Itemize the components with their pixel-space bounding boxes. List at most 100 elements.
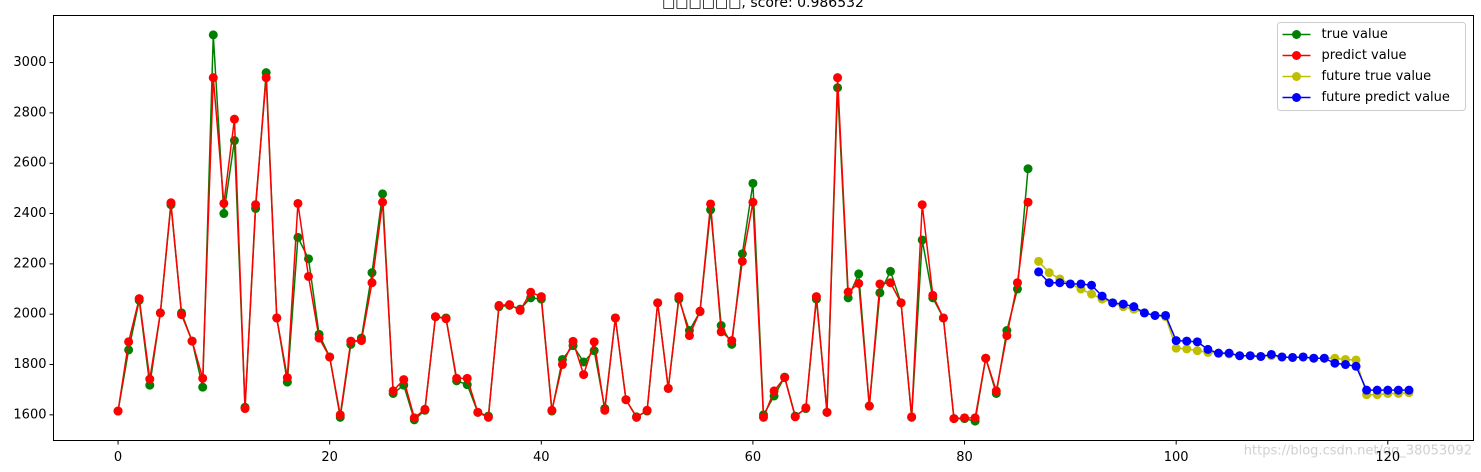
legend-label: predict value xyxy=(1322,48,1407,63)
point xyxy=(1298,352,1308,362)
chart-title: □□□□□□, score: 0.986532 xyxy=(662,0,864,11)
x-tick-label: 40 xyxy=(533,450,550,465)
y-tick-label: 2400 xyxy=(13,206,46,221)
y-tick-label: 2800 xyxy=(13,105,46,120)
y-tick-label: 2000 xyxy=(13,307,46,322)
point xyxy=(462,373,472,383)
point xyxy=(198,373,208,383)
legend-label: future true value xyxy=(1322,69,1432,84)
point xyxy=(1393,385,1403,395)
point xyxy=(600,405,610,415)
point xyxy=(780,373,790,383)
point xyxy=(1076,279,1086,289)
watermark: https://blog.csdn.net/qq_38053092 xyxy=(1244,444,1472,459)
x-tick-label: 120 xyxy=(1375,450,1400,465)
point xyxy=(1118,299,1128,309)
point xyxy=(367,268,377,278)
point xyxy=(1340,360,1350,370)
point xyxy=(833,73,843,83)
point xyxy=(1182,344,1192,354)
point xyxy=(166,198,176,208)
point xyxy=(378,197,388,207)
point xyxy=(1161,310,1171,320)
point xyxy=(801,403,811,413)
point xyxy=(219,198,229,208)
legend-marker xyxy=(1292,51,1301,60)
point xyxy=(1351,355,1361,365)
y-tick-label: 1800 xyxy=(13,357,46,372)
point xyxy=(748,178,758,188)
point xyxy=(716,327,726,337)
point xyxy=(1383,385,1393,395)
point xyxy=(1034,267,1044,277)
point xyxy=(557,360,567,370)
point xyxy=(124,337,134,347)
point xyxy=(706,199,716,209)
point xyxy=(208,73,218,83)
point xyxy=(1171,336,1181,346)
point xyxy=(684,331,694,341)
point xyxy=(1108,298,1118,308)
point xyxy=(759,412,768,422)
point xyxy=(663,383,673,393)
point xyxy=(864,401,874,411)
point xyxy=(304,271,314,281)
point xyxy=(526,287,536,297)
point xyxy=(653,298,663,308)
point xyxy=(748,197,758,207)
point xyxy=(1044,278,1054,288)
legend-label: future predict value xyxy=(1322,90,1450,105)
point xyxy=(1171,343,1181,353)
legend-marker xyxy=(1292,72,1301,81)
point xyxy=(208,30,218,40)
point xyxy=(187,336,197,346)
x-tick-label: 80 xyxy=(956,450,973,465)
point xyxy=(113,406,123,416)
point xyxy=(1192,337,1202,347)
point xyxy=(1012,278,1022,288)
point xyxy=(335,410,345,420)
point xyxy=(1372,385,1382,395)
point xyxy=(1129,302,1139,312)
point xyxy=(642,405,652,415)
point xyxy=(822,407,832,417)
point xyxy=(145,374,155,384)
point xyxy=(1330,358,1340,368)
point xyxy=(885,266,895,276)
point xyxy=(367,278,377,288)
point xyxy=(251,200,261,210)
point xyxy=(388,386,398,396)
point xyxy=(632,412,642,422)
point xyxy=(960,413,970,423)
point xyxy=(1087,289,1097,299)
point xyxy=(1023,164,1033,174)
point xyxy=(928,290,938,300)
point xyxy=(917,200,927,210)
point xyxy=(261,73,271,83)
axes-frame xyxy=(53,15,1474,441)
point xyxy=(1245,351,1255,361)
x-tick-label: 0 xyxy=(114,450,122,465)
point xyxy=(568,336,578,346)
point xyxy=(811,292,821,302)
point xyxy=(399,375,409,385)
point xyxy=(420,404,430,414)
legend-marker xyxy=(1292,30,1301,39)
point xyxy=(1087,280,1097,290)
legend-box xyxy=(1277,22,1466,111)
point xyxy=(610,313,620,323)
point xyxy=(505,300,515,310)
point xyxy=(727,336,737,346)
point xyxy=(1182,336,1192,346)
point xyxy=(536,292,546,302)
point xyxy=(515,305,525,315)
point xyxy=(198,382,208,392)
point xyxy=(1319,353,1329,363)
point xyxy=(907,412,917,422)
point xyxy=(1351,361,1361,371)
point xyxy=(1288,352,1298,362)
legend-marker xyxy=(1292,93,1301,102)
point xyxy=(1044,268,1054,278)
